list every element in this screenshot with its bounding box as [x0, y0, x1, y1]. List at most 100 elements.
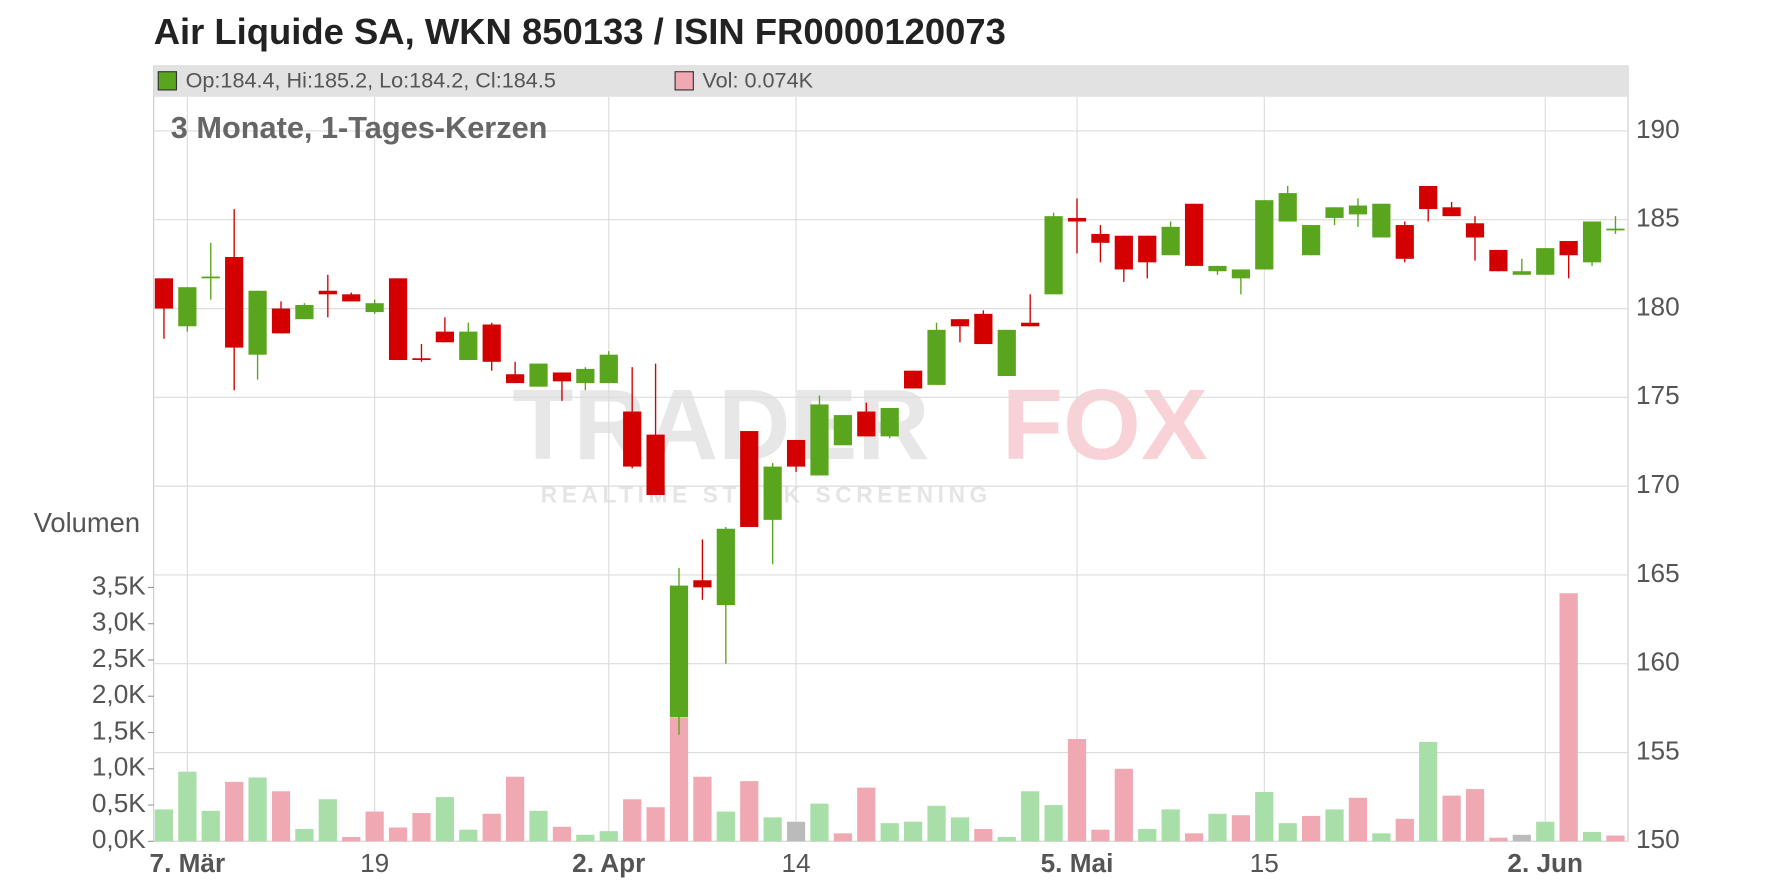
- candle-body: [623, 411, 642, 467]
- volume-bar: [1582, 831, 1602, 842]
- volume-bar: [904, 821, 923, 842]
- volume-bar: [1465, 789, 1485, 842]
- volume-bar: [154, 809, 174, 842]
- volume-bars: [154, 593, 1625, 842]
- legend-price: Op:184.4, Hi:185.2, Lo:184.2, Cl:184.5: [186, 68, 556, 93]
- chart-subtitle: 3 Monate, 1-Tages-Kerzen: [171, 110, 548, 145]
- volume-bar: [1138, 828, 1157, 842]
- volume-bar: [1161, 809, 1180, 842]
- volume-bar: [974, 828, 993, 842]
- volume-bar: [248, 777, 267, 842]
- volume-bar: [950, 817, 970, 842]
- volume-bar: [1091, 829, 1110, 842]
- candle-body: [950, 319, 970, 327]
- volume-bar: [1536, 821, 1555, 842]
- candle-body: [482, 324, 501, 362]
- plot-frame: [153, 65, 1629, 842]
- candle-body: [1442, 207, 1461, 217]
- candle-body: [1559, 241, 1578, 256]
- candles: [154, 185, 1625, 735]
- candle-body: [201, 276, 220, 279]
- volume-bar: [1442, 795, 1461, 842]
- candle-body: [248, 290, 267, 355]
- candle-body: [506, 374, 525, 384]
- x-tick-label: 19: [360, 848, 389, 878]
- volume-bar: [1606, 835, 1625, 842]
- y2-tick-label: 1,5K: [92, 715, 146, 745]
- volume-bar: [435, 797, 454, 842]
- candle-body: [669, 585, 689, 718]
- volume-bar: [482, 813, 501, 842]
- candle-body: [318, 290, 337, 295]
- legend-volume: Vol: 0.074K: [702, 68, 813, 93]
- y-tick-label: 190: [1636, 114, 1680, 144]
- volume-bar: [388, 827, 408, 842]
- volume-bar: [1184, 833, 1204, 842]
- volume-bar: [1255, 791, 1274, 842]
- volume-bar: [599, 831, 618, 842]
- x-tick-label: 15: [1250, 848, 1279, 878]
- candle-body: [388, 278, 408, 361]
- x-tick-label: 5. Mai: [1041, 848, 1114, 878]
- candle-body: [576, 368, 595, 384]
- legend-swatch: [157, 71, 178, 91]
- volume-axis-label: Volumen: [34, 507, 140, 538]
- volume-bar: [763, 817, 782, 842]
- candle-body: [1278, 193, 1297, 222]
- volume-bar: [201, 810, 220, 842]
- legend-swatch: [674, 71, 694, 91]
- y-tick-label: 150: [1636, 824, 1680, 854]
- candle-body: [1184, 203, 1204, 266]
- candle-body: [1419, 185, 1438, 210]
- x-tick-label: 2. Apr: [572, 848, 645, 878]
- volume-bar: [459, 829, 478, 842]
- volume-bar: [318, 799, 337, 842]
- volume-bar: [810, 803, 829, 842]
- volume-bar: [1372, 833, 1391, 842]
- candle-body: [295, 304, 314, 320]
- candle-body: [1395, 225, 1414, 259]
- candle-body: [1302, 225, 1321, 256]
- volume-bar: [646, 807, 665, 842]
- volume-bar: [716, 811, 735, 842]
- volume-bar: [1114, 768, 1133, 842]
- y2-tick-label: 0,0K: [92, 824, 146, 854]
- x-tick-label: 14: [781, 848, 810, 878]
- candle-body: [1325, 207, 1344, 218]
- candle-body: [974, 313, 993, 345]
- candle-body: [271, 308, 291, 334]
- candle-body: [1138, 235, 1157, 263]
- candle-body: [1021, 322, 1040, 327]
- volume-bar: [1208, 813, 1227, 842]
- x-tick-label: 2. Jun: [1507, 848, 1583, 878]
- volume-bar: [295, 828, 314, 842]
- candle-body: [1582, 221, 1602, 263]
- candle-body: [1372, 203, 1391, 238]
- y-tick-label: 155: [1636, 735, 1680, 765]
- candle-body: [763, 466, 782, 520]
- candle-body: [178, 287, 197, 327]
- volume-bar: [365, 811, 384, 842]
- candle-body: [1044, 216, 1063, 295]
- volume-bar: [786, 821, 806, 842]
- candle-body: [997, 329, 1016, 377]
- candle-body: [1208, 265, 1227, 272]
- y-tick-label: 165: [1636, 558, 1680, 588]
- volume-bar: [412, 813, 431, 842]
- candle-body: [412, 358, 431, 361]
- volume-bar: [1325, 809, 1344, 842]
- volume-bar: [1021, 791, 1040, 842]
- volume-bar: [1067, 739, 1087, 842]
- y-tick-label: 180: [1636, 291, 1680, 321]
- volume-bar: [740, 781, 759, 842]
- y2-tick-label: 0,5K: [92, 788, 146, 818]
- volume-bar: [271, 791, 291, 842]
- candle-body: [646, 434, 665, 496]
- candle-body: [1465, 223, 1485, 238]
- candle-body: [1067, 217, 1087, 222]
- watermark-text: FOX: [1002, 369, 1208, 481]
- volume-bar: [506, 776, 525, 842]
- candle-body: [1606, 228, 1625, 231]
- candle-body: [716, 528, 735, 606]
